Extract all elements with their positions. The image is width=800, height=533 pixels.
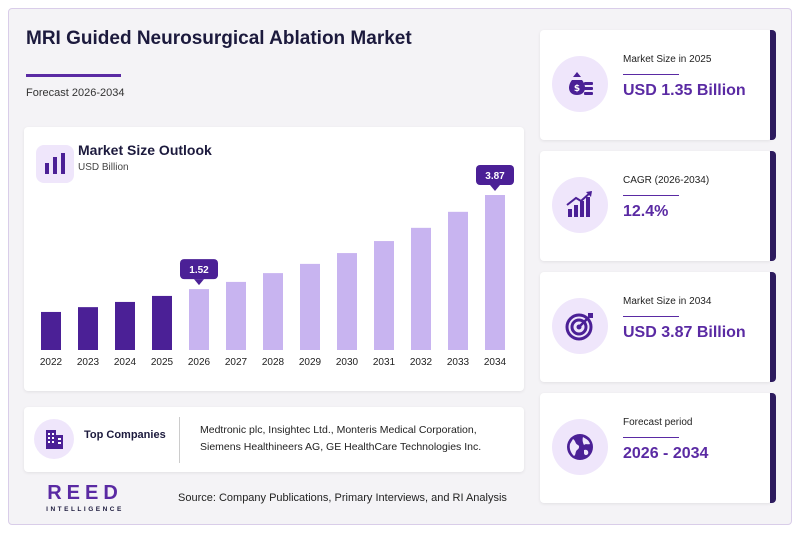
x-tick-label: 2024	[114, 357, 137, 368]
x-tick-label: 2033	[447, 357, 470, 368]
x-tick-label: 2031	[373, 357, 396, 368]
bar-chart: 2022 2023 2024 2025 2026 2027 2028 2029 2030 2031…	[40, 165, 514, 368]
x-tick-label: 2023	[77, 357, 100, 368]
top-companies-card: Top Companies Medtronic plc, Insightec L…	[24, 407, 524, 472]
kpi-value: 12.4%	[623, 203, 669, 220]
money-bag-icon: $	[552, 56, 608, 112]
callout-pointer	[490, 185, 500, 191]
bar-2026	[189, 289, 209, 350]
bar-chart-icon	[36, 145, 74, 183]
callout-box	[180, 259, 218, 280]
svg-text:$: $	[574, 84, 580, 94]
data-label: 1.52	[189, 265, 209, 276]
target-icon	[552, 298, 608, 354]
callout-box	[476, 165, 514, 185]
x-tick-label: 2026	[188, 357, 211, 368]
logo-sub-text: INTELLIGENCE	[46, 506, 124, 513]
title-underline	[26, 74, 121, 77]
kpi-value: USD 3.87 Billion	[623, 324, 746, 341]
page-title: MRI Guided Neurosurgical Ablation Market	[26, 28, 412, 49]
kpi-rule	[623, 74, 679, 75]
x-tick-label: 2022	[40, 357, 63, 368]
bar-2030	[337, 253, 357, 350]
kpi-rule	[623, 195, 679, 196]
bar-2025	[152, 295, 172, 350]
kpi-value: USD 1.35 Billion	[623, 82, 746, 99]
x-tick-label: 2029	[299, 357, 322, 368]
kpi-label: Market Size in 2034	[623, 296, 712, 307]
x-tick-label: 2030	[336, 357, 359, 368]
bar-2029	[300, 263, 320, 350]
bar-2031	[374, 241, 394, 350]
logo-main-text: REED	[47, 482, 123, 504]
x-tick-label: 2028	[262, 357, 285, 368]
kpi-card-market-size-2025: $ Market Size in 2025 USD 1.35 Billion	[540, 30, 776, 140]
kpi-label: Forecast period	[623, 417, 693, 428]
source-note: Source: Company Publications, Primary In…	[178, 492, 507, 504]
kpi-rule	[623, 316, 679, 317]
growth-chart-icon	[552, 177, 608, 233]
bar-2022	[41, 311, 61, 350]
bar-2034	[485, 195, 505, 350]
kpi-rule	[623, 437, 679, 438]
kpi-label: Market Size in 2025	[623, 54, 712, 65]
callout-pointer	[194, 279, 204, 286]
chart-title: Market Size Outlook	[78, 142, 212, 158]
kpi-value: 2026 - 2034	[623, 445, 709, 462]
top-companies-label: Top Companies	[84, 429, 166, 441]
kpi-card-market-size-2034: Market Size in 2034 USD 3.87 Billion	[540, 272, 776, 382]
reed-intelligence-logo: REED INTELLIGENCE	[40, 482, 130, 513]
x-tick-label: 2032	[410, 357, 433, 368]
bar-2023	[78, 307, 98, 350]
page-subtitle: Forecast 2026-2034	[26, 87, 125, 99]
chart-card: Market Size Outlook USD Billion 2022 2023…	[24, 127, 524, 391]
kpi-label: CAGR (2026-2034)	[623, 175, 710, 186]
globe-icon	[552, 419, 608, 475]
x-tick-label: 2027	[225, 357, 248, 368]
x-tick-label: 2034	[484, 357, 507, 368]
bar-2028	[263, 273, 283, 350]
kpi-card-cagr: CAGR (2026-2034) 12.4%	[540, 151, 776, 261]
data-label: 3.87	[485, 171, 505, 182]
chart-unit: USD Billion	[78, 162, 129, 173]
bar-2027	[226, 281, 246, 350]
kpi-card-forecast-period: Forecast period 2026 - 2034	[540, 393, 776, 503]
building-icon	[34, 419, 74, 459]
top-companies-list: Medtronic plc, Insightec Ltd., Monteris …	[200, 424, 482, 453]
x-tick-label: 2025	[151, 357, 174, 368]
divider	[179, 417, 180, 463]
bar-2032	[411, 227, 431, 350]
bar-2024	[115, 301, 135, 350]
bar-2033	[448, 211, 468, 350]
